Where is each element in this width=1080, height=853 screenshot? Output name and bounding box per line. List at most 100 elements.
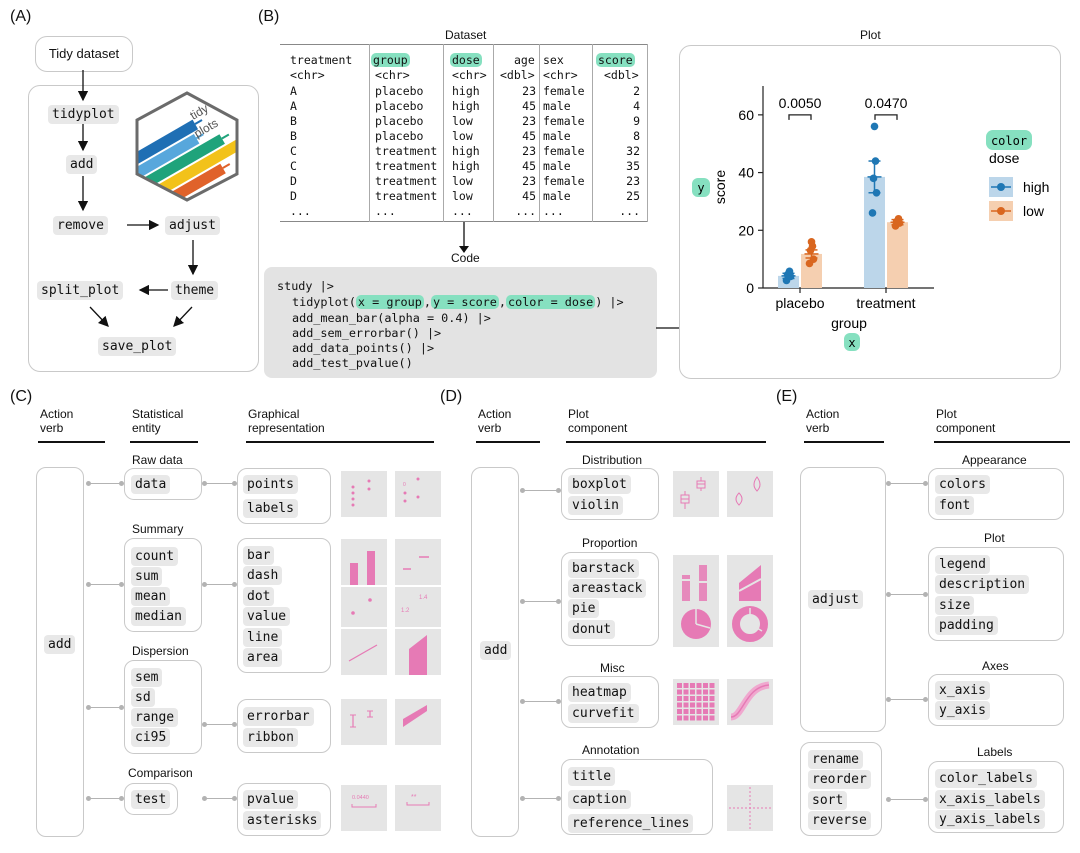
table-cell-group: treatment: [375, 144, 438, 158]
c-rep-value: value: [243, 607, 291, 626]
c-verb-add: add: [44, 635, 76, 654]
c-conn-dot: [119, 582, 124, 587]
e-item-y-axis: y_axis: [935, 701, 990, 720]
col-header-treatment: treatment: [290, 53, 353, 67]
table-cell-score: 35: [626, 159, 640, 173]
e-item-size: size: [935, 596, 975, 615]
heatmap-grid: [677, 683, 715, 721]
c-stat-range: range: [131, 708, 179, 727]
code-aes-x: x = group: [355, 295, 424, 309]
c-connector: [204, 483, 236, 484]
heatmap-cell: [709, 683, 715, 688]
pvalue-bracket: [788, 114, 812, 120]
table-cell-score: 2: [633, 84, 640, 98]
heatmap-cell: [709, 696, 715, 701]
verb-add: add: [66, 155, 98, 174]
e-group-appearance-title: Appearance: [962, 453, 1027, 467]
e-verb-sort: sort: [808, 791, 848, 810]
pvalue-label: 0.0470: [865, 95, 908, 111]
c-conn-dot: [119, 481, 124, 486]
col-type-score: <dbl>: [604, 68, 639, 82]
c-rep-points: points: [243, 475, 298, 494]
verb-remove: remove: [53, 216, 108, 235]
c-header-entity-2: entity: [132, 421, 161, 435]
table-cell-treatment: B: [290, 129, 297, 143]
c-header-graph: Graphical representation: [248, 407, 325, 435]
legend-label-high: high: [1023, 179, 1049, 195]
table-cell-age: 23: [522, 84, 536, 98]
d-rule-verb: [476, 441, 540, 443]
table-cell-score: 23: [626, 174, 640, 188]
table-cell-score: 9: [633, 114, 640, 128]
c-rep-asterisks: asterisks: [243, 811, 322, 830]
code-block: study |> tidyplot(x = group, y = score, co…: [264, 267, 657, 378]
table-cell-sex: male: [543, 189, 571, 203]
heatmap-cell: [703, 696, 708, 701]
table-cell-dose: high: [452, 84, 480, 98]
table-cell-treatment: A: [290, 84, 297, 98]
panel-d-label: (D): [440, 388, 463, 405]
code-line-3: add_mean_bar(alpha = 0.4) |>: [292, 311, 491, 325]
table-cell-dose: low: [452, 189, 473, 203]
e-item-x-axis: x_axis: [935, 681, 990, 700]
tidyplots-logo: tidy plots: [135, 91, 239, 202]
y-tick-label: 20: [738, 222, 754, 238]
c-header-entity: Statistical entity: [132, 407, 183, 435]
table-cell-sex: male: [543, 129, 571, 143]
heatmap-cell: [683, 709, 689, 714]
c-rep-area: area: [243, 648, 283, 667]
code-fn-tidyplot: tidyplot(: [292, 295, 356, 309]
y-aes-tag: y: [697, 181, 704, 195]
data-point: [807, 238, 816, 246]
c-stat-test: test: [131, 790, 171, 809]
heatmap-cell: [696, 683, 702, 688]
c-connector: [204, 584, 236, 585]
verb-save-plot: save_plot: [98, 337, 177, 356]
col-header-dose-text: dose: [450, 53, 482, 67]
heatmap-cell: [703, 683, 708, 688]
col-type-age: <dbl>: [500, 68, 535, 82]
c-conn-dot: [232, 796, 237, 801]
verb-theme: theme: [171, 281, 219, 300]
heatmap-cell: [696, 709, 702, 714]
col-header-age: age: [514, 53, 535, 67]
y-tick-label: 0: [746, 280, 754, 296]
code-aes-color: color = dose: [505, 295, 596, 309]
c-stat-ci95: ci95: [131, 728, 171, 747]
c-conn-dot: [119, 796, 124, 801]
e-item-font: font: [935, 496, 975, 515]
tidy-dataset-label: Tidy dataset: [48, 46, 120, 61]
c-connector: [204, 798, 236, 799]
c-rep-pvalue: pvalue: [243, 790, 298, 809]
legend-title: dose: [989, 150, 1020, 166]
legend-aes-tag-bg: [986, 130, 1032, 150]
data-point: [868, 209, 877, 217]
verb-adjust: adjust: [165, 216, 220, 235]
thumb-pvalue: 0.0440: [352, 795, 369, 801]
d-header-comp-2: component: [568, 421, 628, 435]
heatmap-cell: [696, 689, 702, 695]
c-stat-mean: mean: [131, 587, 171, 606]
y-tick-label: 40: [738, 165, 754, 181]
thumb-value-b: 1.4: [419, 595, 428, 601]
heatmap-cell: [683, 702, 689, 708]
col-type-treatment: <chr>: [290, 68, 325, 82]
table-cell-group: treatment: [375, 159, 438, 173]
e-item-colors: colors: [935, 475, 990, 494]
pvalue-label: 0.0050: [779, 95, 822, 111]
heatmap-cell: [690, 715, 695, 721]
e-item-x-axis-labels: x_axis_labels: [935, 790, 1045, 809]
col-header-dose: dose: [450, 53, 482, 68]
d-group-distribution-title: Distribution: [582, 453, 643, 467]
table-cell-sex: ...: [543, 204, 564, 218]
col-header-group-text: group: [371, 53, 410, 67]
table-cell-group: placebo: [375, 129, 424, 143]
heatmap-cell: [696, 702, 702, 708]
pvalue-bracket: [874, 114, 898, 120]
heatmap-cell: [677, 715, 682, 721]
verb-split-plot: split_plot: [37, 281, 124, 300]
table-cell-dose: high: [452, 144, 480, 158]
table-cell-score: 8: [633, 129, 640, 143]
data-point: [872, 188, 881, 197]
e-group-plot-title: Plot: [984, 531, 1005, 545]
